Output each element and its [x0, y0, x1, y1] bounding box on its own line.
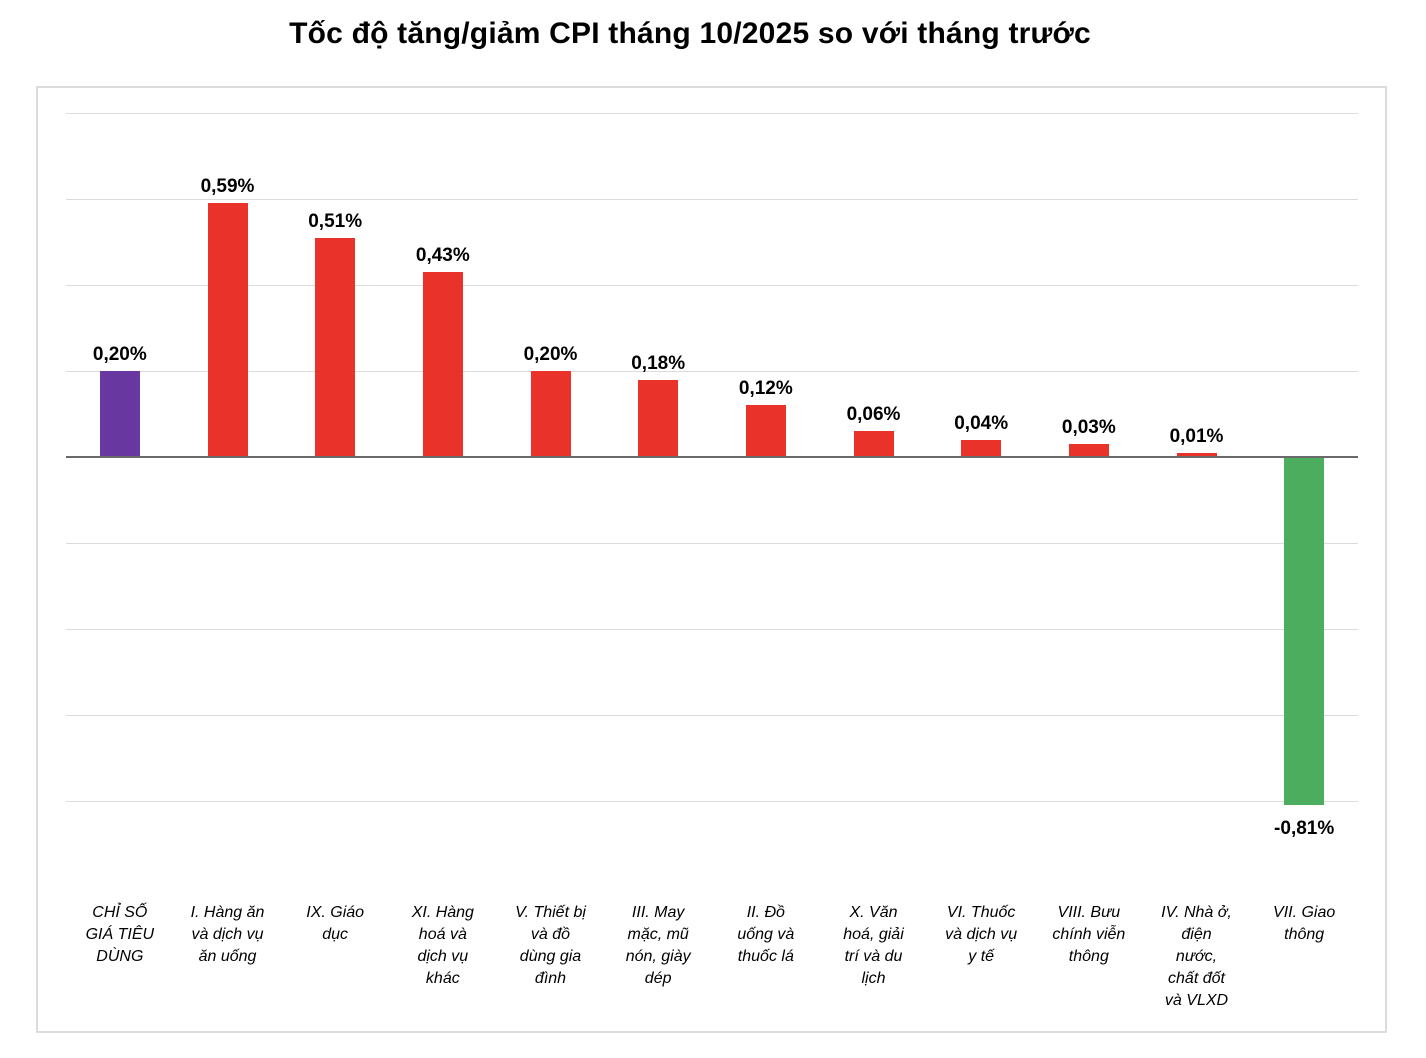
- bar-value-label-6: 0,18%: [631, 352, 686, 374]
- category-label-7: II. Đồ uống và thuốc lá: [737, 904, 795, 965]
- category-label-11: IV. Nhà ở, điện nước, chất đốt và VLXD: [1161, 904, 1232, 1009]
- category-label-5: V. Thiết bị và đồ dùng gia đình: [515, 904, 586, 987]
- bar-8: [853, 431, 894, 457]
- bar-7: [745, 405, 786, 457]
- category-label-4: XI. Hàng hoá và dịch vụ khác: [411, 904, 474, 987]
- bar-12: [1284, 457, 1325, 806]
- category-label-1: CHỈ SỐ GIÁ TIÊU DÙNG: [85, 904, 155, 965]
- plot-area: 0,20% CHỈ SỐ GIÁ TIÊU DÙNG 0,59% I. Hàng ăn và…: [66, 88, 1358, 1033]
- category-label-12: VII. Giao thông: [1273, 904, 1336, 943]
- bar-3: [315, 237, 356, 457]
- gridline--0.6: [66, 715, 1358, 716]
- bar-value-label-9: 0,04%: [954, 412, 1009, 434]
- bar-10: [1068, 444, 1109, 457]
- bar-value-label-7: 0,12%: [738, 378, 793, 400]
- category-label-3: IX. Giáo dục: [306, 904, 365, 943]
- gridline--0.2: [66, 543, 1358, 544]
- category-label-9: VI. Thuốc và dịch vụ y tế: [945, 904, 1018, 965]
- bar-value-label-11: 0,01%: [1169, 425, 1224, 447]
- bar-value-label-2: 0,59%: [200, 176, 255, 198]
- page-title: Tốc độ tăng/giảm CPI tháng 10/2025 so vớ…: [289, 17, 1091, 50]
- bar-value-label-10: 0,03%: [1061, 417, 1116, 439]
- gridline-0.8: [66, 113, 1358, 114]
- bar-value-label-3: 0,51%: [308, 210, 363, 232]
- bar-4: [422, 272, 463, 457]
- cpi-bar-chart: 0,20% CHỈ SỐ GIÁ TIÊU DÙNG 0,59% I. Hàng ăn và…: [36, 86, 1387, 1033]
- bar-value-label-4: 0,43%: [415, 245, 470, 267]
- gridline-0.6: [66, 199, 1358, 200]
- bar-5: [530, 371, 571, 457]
- gridline--0.8: [66, 801, 1358, 802]
- bar-value-label-1: 0,20%: [92, 344, 147, 365]
- bar-value-label-5: 0,20%: [523, 344, 578, 365]
- gridline--0.4: [66, 629, 1358, 630]
- category-label-10: VIII. Bưu chính viễn thông: [1052, 904, 1126, 965]
- bar-2: [207, 203, 248, 457]
- gridline-0.4: [66, 285, 1358, 286]
- bar-value-label-12: -0,81%: [1274, 818, 1335, 840]
- bar-1: [99, 371, 140, 457]
- bar-9: [961, 439, 1002, 457]
- category-label-8: X. Văn hoá, giải trí và du lịch: [843, 904, 904, 987]
- bar-6: [638, 379, 679, 457]
- bar-11: [1176, 452, 1217, 457]
- category-label-6: III. May mặc, mũ nón, giày dép: [625, 904, 691, 987]
- bar-value-label-8: 0,06%: [846, 404, 901, 426]
- zero-axis-line: [66, 456, 1358, 458]
- gridline-0.2: [66, 371, 1358, 372]
- category-label-2: I. Hàng ăn và dịch vụ ăn uống: [190, 904, 265, 965]
